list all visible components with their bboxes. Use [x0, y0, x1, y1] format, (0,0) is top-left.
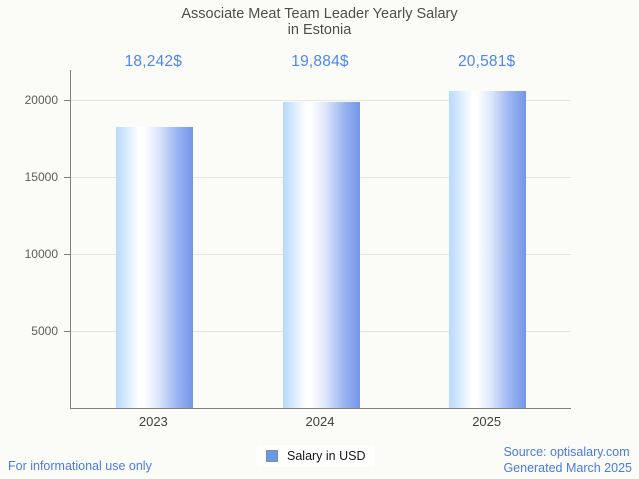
- bar-value-label-2023: 18,242$: [124, 53, 183, 70]
- chart-title-line1: Associate Meat Team Leader Yearly Salary: [181, 6, 458, 22]
- footer-source-block: Source: optisalary.com Generated March 2…: [503, 445, 632, 476]
- footer-disclaimer: For informational use only: [8, 459, 152, 473]
- legend-swatch-icon: [266, 450, 278, 462]
- x-tick-label-2025: 2025: [472, 414, 502, 429]
- generated-text: Generated March 2025: [503, 460, 632, 475]
- source-text: Source: optisalary.com: [503, 445, 630, 459]
- legend: Salary in USD: [257, 445, 375, 467]
- y-tick-label: 15000: [24, 170, 58, 185]
- bar-2024: [282, 101, 360, 408]
- x-tick-label-2023: 2023: [138, 414, 168, 429]
- bar-value-label-2024: 19,884$: [291, 53, 349, 70]
- bar-value-label-2025: 20,581$: [457, 53, 516, 70]
- chart-title-line2: in Estonia: [287, 22, 352, 38]
- x-tick-label-2024: 2024: [305, 414, 335, 429]
- legend-label: Salary in USD: [287, 449, 366, 463]
- bar-2023: [115, 127, 193, 408]
- y-tick-mark: [64, 254, 70, 255]
- gridline: [71, 100, 571, 102]
- bar-2025: [449, 91, 527, 408]
- y-tick-mark: [64, 331, 70, 332]
- y-tick-mark: [64, 177, 70, 179]
- y-tick-label: 20000: [24, 93, 58, 108]
- y-tick-mark: [64, 100, 70, 102]
- y-tick-label: 10000: [24, 247, 58, 261]
- y-tick-label: 5000: [31, 324, 58, 338]
- chart-title: Associate Meat Team Leader Yearly Salary…: [0, 6, 639, 38]
- plot-area: [64, 70, 571, 409]
